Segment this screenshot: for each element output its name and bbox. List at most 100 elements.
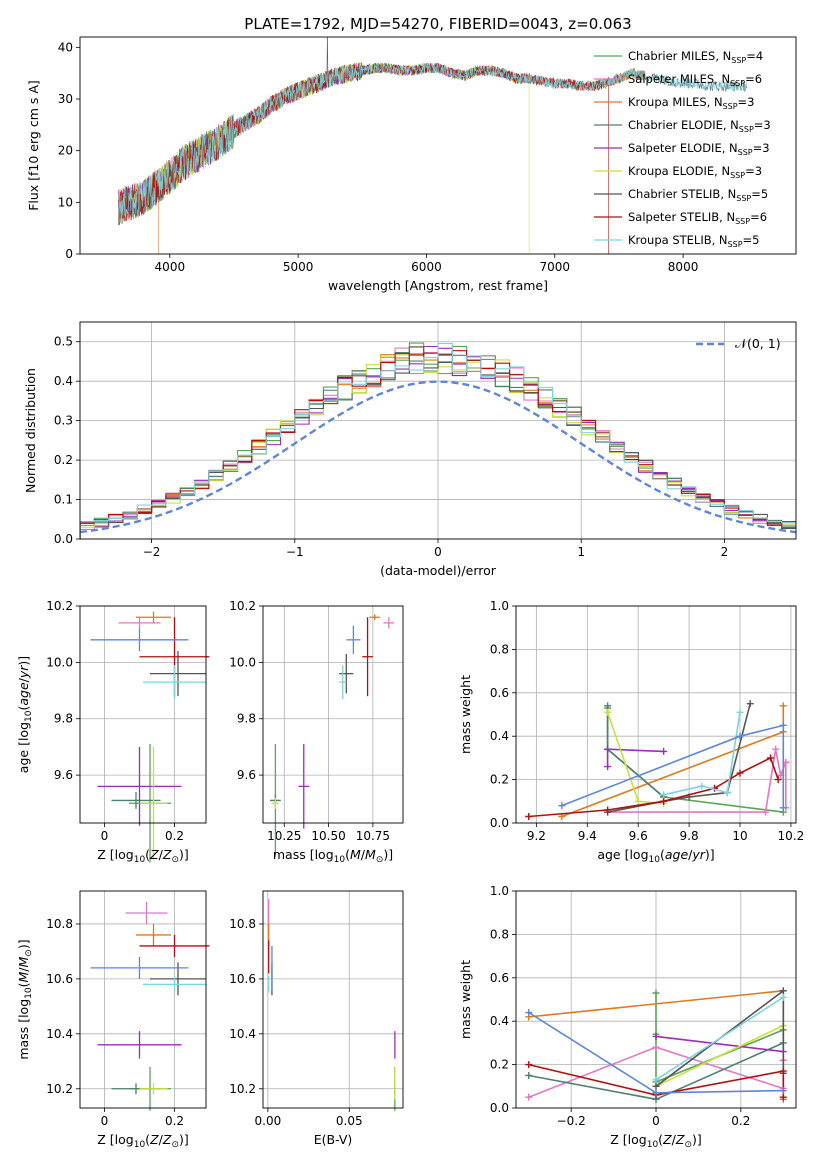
legend-label: 𝒩(0, 1) <box>735 336 781 351</box>
x-tick-label: 5000 <box>283 260 314 274</box>
y-tick-label: 1.0 <box>490 599 509 613</box>
plus-marker <box>779 1093 787 1101</box>
weight-line <box>607 703 751 813</box>
y-tick-label: 0.0 <box>490 816 509 830</box>
y-tick-label: 0.4 <box>54 374 73 388</box>
y-tick-label: 0.2 <box>490 773 509 787</box>
histogram-steps <box>80 342 796 539</box>
y-tick-label: 10 <box>58 195 73 209</box>
weight-line <box>655 996 784 1081</box>
weight-line <box>607 749 787 813</box>
plus-marker <box>525 1009 533 1017</box>
plus-marker <box>604 745 612 753</box>
x-tick-label: 9.6 <box>629 829 648 843</box>
mass_weight_vs_Z-ylabel: mass weight <box>458 960 473 1039</box>
x-tick-label: 0.2 <box>165 1114 184 1128</box>
x-tick-label: 0.2 <box>165 829 184 843</box>
plus-marker <box>525 1071 533 1079</box>
legend-label: Kroupa ELODIE, NSSP=3 <box>628 164 762 180</box>
residuals-ylabel: Normed distribution <box>23 368 38 493</box>
x-tick-label: 4000 <box>155 260 186 274</box>
plus-marker <box>746 700 754 708</box>
legend-label: Salpeter ELODIE, NSSP=3 <box>628 141 770 157</box>
y-tick-label: 30 <box>58 92 73 106</box>
x-tick-label: 6000 <box>411 260 442 274</box>
mass_vs_Z-points <box>90 901 210 1111</box>
y-tick-label: 10.4 <box>229 1027 256 1041</box>
plus-marker <box>698 782 706 790</box>
plus-marker <box>604 806 612 814</box>
plus-marker <box>525 812 533 820</box>
x-tick-label: 10 <box>732 829 747 843</box>
y-tick-label: 0.0 <box>54 532 73 546</box>
mass_weight_vs_age-axes: 9.2 9.4 9.6 9.8 10 10.2 0.0 0.2 0.4 0.6 0.8 1.0 <box>490 599 804 843</box>
plus-marker <box>779 1087 787 1095</box>
legend-label: Salpeter MILES, NSSP=6 <box>628 72 762 88</box>
weight-line <box>655 1024 784 1088</box>
figure-title: PLATE=1792, MJD=54270, FIBERID=0043, z=0… <box>244 15 631 33</box>
legend-label: Salpeter STELIB, NSSP=6 <box>628 210 767 226</box>
plus-marker <box>736 708 744 716</box>
plus-marker <box>767 754 775 762</box>
plus-marker <box>652 1043 660 1051</box>
mass_weight_vs_age-xlabel: age [log10(age/yr)] <box>597 847 714 865</box>
y-tick-label: 20 <box>58 144 73 158</box>
mass_weight_vs_age-frame <box>515 605 797 824</box>
plus-marker <box>779 721 787 729</box>
plus-marker <box>779 1067 787 1075</box>
plus-marker <box>634 797 642 805</box>
plus-marker <box>604 702 612 710</box>
x-tick-label: 0.2 <box>731 1114 750 1128</box>
spectrum-frame <box>79 36 797 255</box>
legend-label: Chabrier STELIB, NSSP=5 <box>628 187 768 203</box>
mass_weight_vs_age-ylabel: mass weight <box>458 675 473 754</box>
plus-marker <box>723 789 731 797</box>
plus-marker <box>779 702 787 710</box>
mass_vs_ebv-frame <box>262 890 404 1109</box>
y-tick-label: 0.8 <box>490 927 509 941</box>
normal-curve <box>80 380 796 534</box>
plus-marker <box>525 1061 533 1069</box>
y-tick-label: 10.2 <box>46 599 73 613</box>
y-tick-label: 10.2 <box>229 1082 256 1096</box>
age_vs_mass-xlabel: mass [log10(M/M⊙)] <box>273 847 393 865</box>
y-tick-label: 10.4 <box>46 1027 73 1041</box>
mass_vs_Z-frame <box>79 890 207 1109</box>
x-tick-label: −1 <box>286 545 304 559</box>
legend-label: Kroupa MILES, NSSP=3 <box>628 95 754 111</box>
mass_vs_ebv-xlabel: E(B-V) <box>314 1132 353 1147</box>
plus-marker <box>660 791 668 799</box>
x-tick-label: 0.05 <box>336 1114 363 1128</box>
y-tick-label: 0.4 <box>490 729 509 743</box>
mass_weight_vs_Z-lines <box>525 987 787 1103</box>
y-tick-label: 10.8 <box>229 917 256 931</box>
plus-marker <box>779 804 787 812</box>
x-tick-label: 9.2 <box>527 829 546 843</box>
y-tick-label: 9.6 <box>54 768 73 782</box>
y-tick-label: 0.2 <box>54 453 73 467</box>
x-tick-label: 0 <box>434 545 442 559</box>
plus-marker <box>558 802 566 810</box>
x-tick-label: 7000 <box>539 260 570 274</box>
plus-marker <box>652 989 660 997</box>
plus-marker <box>779 993 787 1001</box>
plus-marker <box>761 808 769 816</box>
weight-line <box>561 724 785 808</box>
mass_vs_ebv-points <box>268 899 396 1111</box>
spectrum-ylabel: Flux [fλ10−17 erg cm−2 s−1 A−1] <box>26 80 41 211</box>
x-tick-label: 0.00 <box>255 1114 282 1128</box>
y-tick-label: 10.8 <box>46 917 73 931</box>
mass_weight_vs_Z-frame <box>515 890 797 1109</box>
x-tick-label: 2 <box>721 545 729 559</box>
weight-line <box>655 1035 784 1053</box>
weight-line <box>528 1063 785 1098</box>
x-tick-label: 8000 <box>668 260 699 274</box>
age_vs_mass-points <box>270 614 395 857</box>
x-tick-label: 10.75 <box>356 829 390 843</box>
y-tick-label: 1.0 <box>490 884 509 898</box>
mass_vs_ebv-axes: 0.00 0.05 10.2 10.4 10.6 10.8 <box>229 891 403 1128</box>
y-tick-label: 10.2 <box>46 1082 73 1096</box>
y-tick-label: 9.8 <box>237 712 256 726</box>
plus-marker <box>774 776 782 784</box>
